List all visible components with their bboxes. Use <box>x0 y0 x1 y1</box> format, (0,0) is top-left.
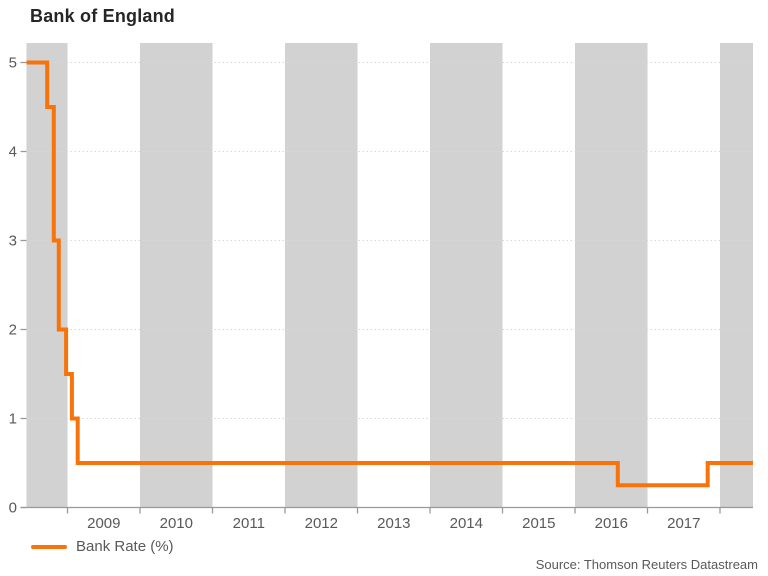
x-tick-label: 2016 <box>595 515 628 532</box>
source-attribution: Source: Thomson Reuters Datastream <box>535 557 758 572</box>
y-tick-label: 2 <box>9 322 17 339</box>
x-tick-label: 2017 <box>667 515 700 532</box>
x-tick-label: 2011 <box>233 515 265 532</box>
x-tick-label: 2010 <box>160 515 193 532</box>
y-tick-label: 3 <box>9 233 17 250</box>
year-shading-band <box>430 43 503 508</box>
y-tick-label: 1 <box>9 411 17 428</box>
year-shading-band <box>285 43 358 508</box>
x-tick-label: 2015 <box>522 515 555 532</box>
x-tick-label: 2009 <box>87 515 120 532</box>
legend: Bank Rate (%) <box>31 539 174 555</box>
x-tick-label: 2014 <box>450 515 483 532</box>
y-tick-label: 4 <box>9 144 17 161</box>
chart-title: Bank of England <box>30 6 176 26</box>
year-shading-band <box>720 43 753 508</box>
x-tick-label: 2012 <box>305 515 338 532</box>
y-tick-label: 5 <box>9 55 17 72</box>
year-shading-band <box>140 43 213 508</box>
year-shading-band <box>575 43 648 508</box>
bank-rate-line <box>26 60 753 488</box>
legend-line-swatch <box>31 545 67 549</box>
y-tick-label: 0 <box>9 500 17 517</box>
year-shading-band <box>26 43 68 508</box>
x-tick-label: 2013 <box>377 515 410 532</box>
legend-label: Bank Rate (%) <box>76 538 174 555</box>
